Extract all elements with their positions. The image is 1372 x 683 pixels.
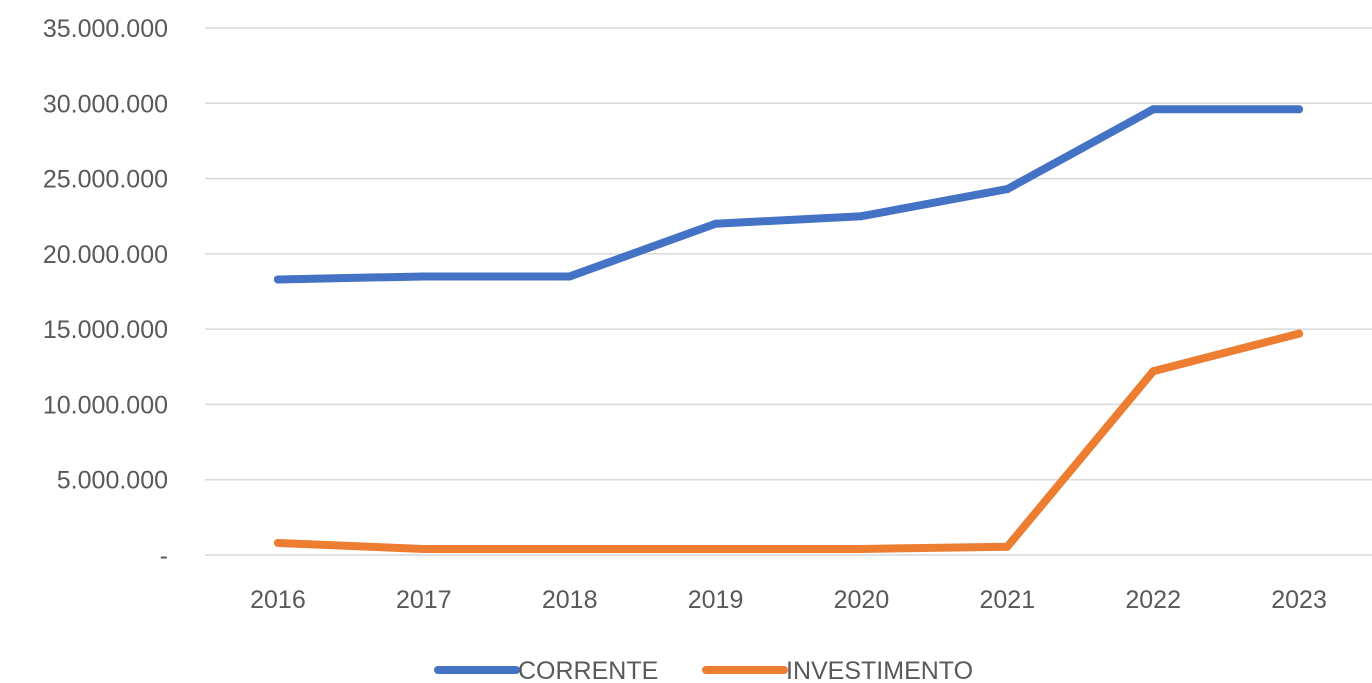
data-point-investimento: [1149, 367, 1158, 376]
y-tick-label: 5.000.000: [57, 467, 168, 495]
x-tick-label: 2016: [250, 586, 306, 614]
y-tick-label: 30.000.000: [43, 90, 168, 118]
x-axis-ticks: 2016 2017 2018 2019 2020 2021 2022 2023: [250, 586, 1327, 614]
y-tick-label: 20.000.000: [43, 241, 168, 269]
data-point-investimento: [857, 544, 866, 553]
data-point-corrente: [1295, 105, 1304, 114]
data-point-corrente: [1149, 105, 1158, 114]
x-tick-label: 2021: [980, 586, 1036, 614]
series-lines: [273, 105, 1304, 553]
data-point-investimento: [273, 538, 282, 547]
data-point-investimento: [1295, 329, 1304, 338]
y-tick-label: -: [160, 542, 168, 570]
legend-label: INVESTIMENTO: [786, 657, 973, 683]
legend: CORRENTE INVESTIMENTO: [434, 657, 973, 683]
data-point-corrente: [711, 219, 720, 228]
data-point-investimento: [565, 544, 574, 553]
data-point-corrente: [1003, 185, 1012, 194]
data-point-corrente: [273, 275, 282, 284]
x-tick-label: 2022: [1125, 586, 1181, 614]
x-tick-label: 2023: [1271, 586, 1327, 614]
data-point-corrente: [565, 272, 574, 281]
data-point-corrente: [419, 272, 428, 281]
x-tick-label: 2017: [396, 586, 452, 614]
series-line-investimento: [273, 329, 1304, 553]
x-tick-label: 2018: [542, 586, 598, 614]
y-tick-label: 15.000.000: [43, 316, 168, 344]
y-tick-label: 25.000.000: [43, 166, 168, 194]
x-tick-label: 2019: [688, 586, 744, 614]
data-point-investimento: [711, 544, 720, 553]
data-point-corrente: [857, 212, 866, 221]
x-tick-label: 2020: [834, 586, 890, 614]
y-tick-label: 35.000.000: [43, 15, 168, 43]
gridlines: [205, 27, 1372, 556]
data-point-investimento: [419, 544, 428, 553]
legend-label: CORRENTE: [518, 657, 658, 683]
y-axis-ticks: - 5.000.000 10.000.000 15.000.000 20.000.000…: [43, 15, 168, 570]
series-line-corrente: [273, 105, 1304, 284]
y-tick-label: 10.000.000: [43, 391, 168, 419]
data-point-investimento: [1003, 542, 1012, 551]
